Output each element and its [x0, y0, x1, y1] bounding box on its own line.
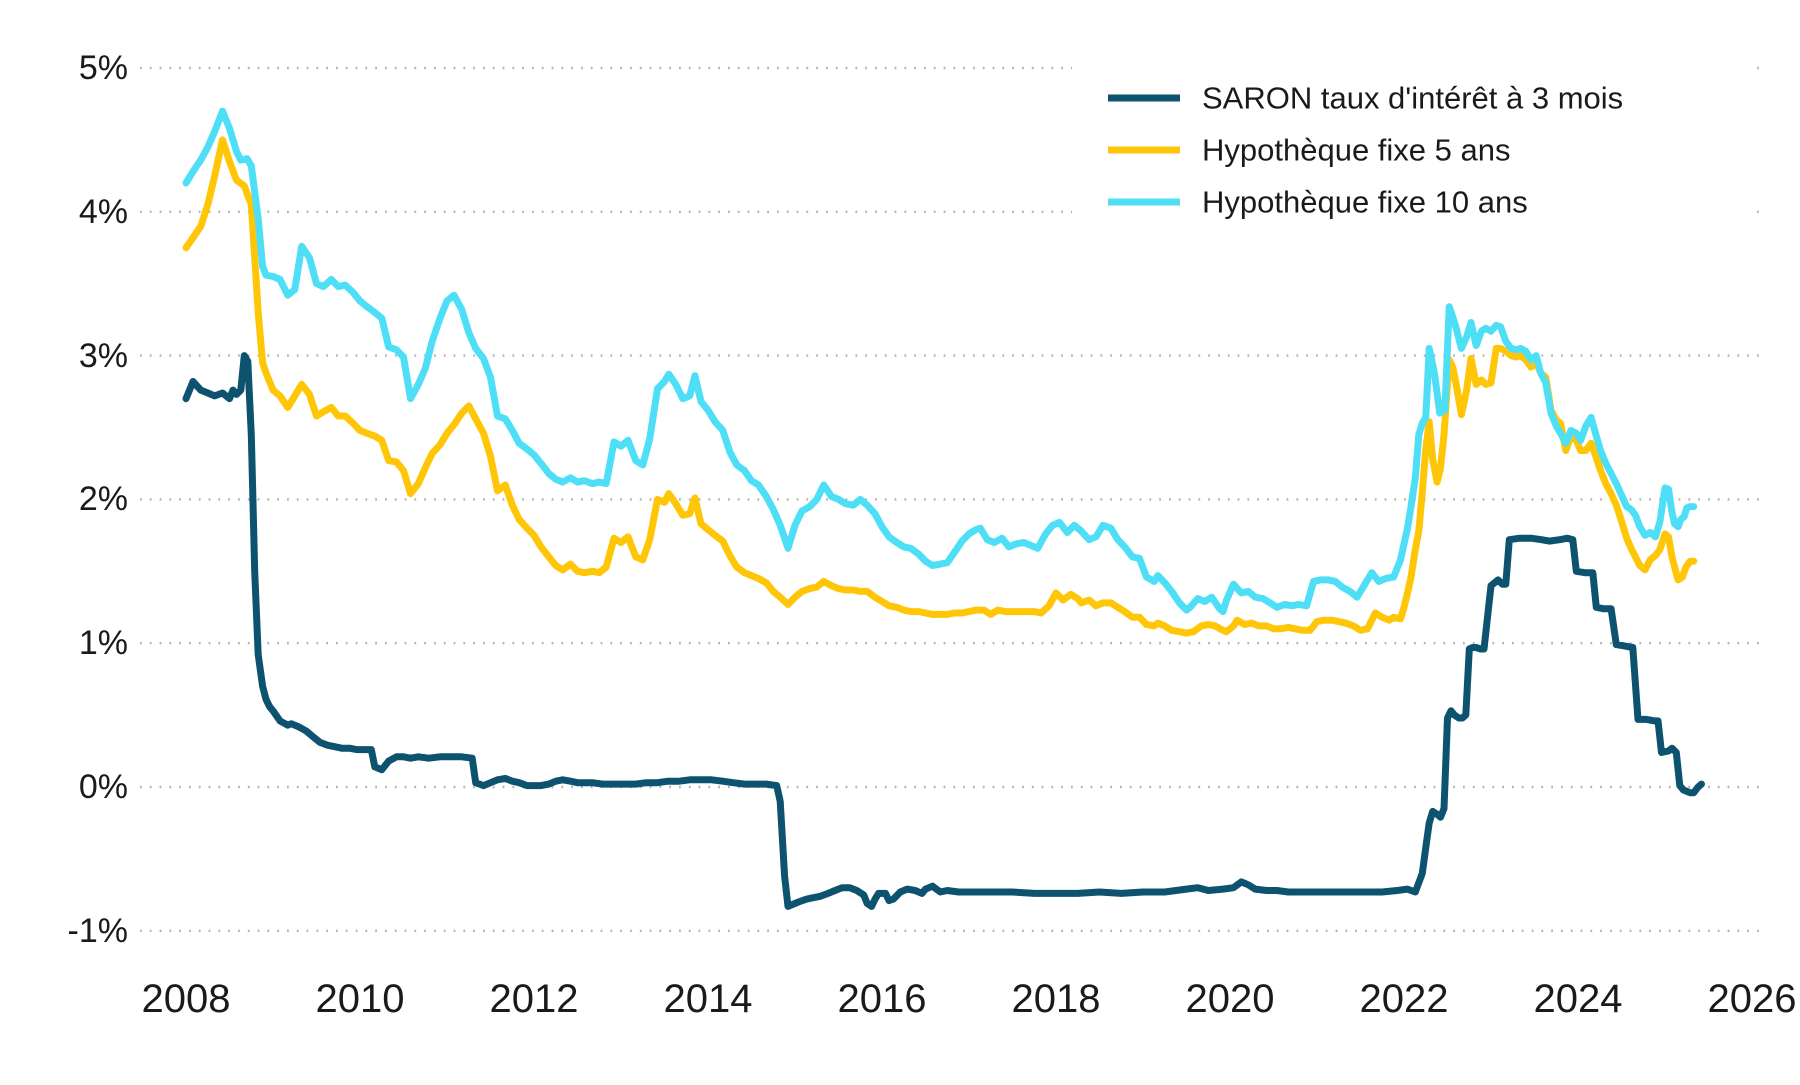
legend-item-fixe-10ans: Hypothèque fixe 10 ans — [1108, 185, 1528, 220]
y-tick-label: 0% — [79, 768, 128, 806]
x-axis-labels: 2008 2010 2012 2014 2016 2018 2020 2022 … — [142, 977, 1797, 1021]
legend-label-saron: SARON taux d'intérêt à 3 mois — [1202, 81, 1623, 116]
x-tick-label: 2008 — [142, 977, 231, 1021]
x-tick-label: 2010 — [316, 977, 405, 1021]
y-tick-label: 2% — [79, 480, 128, 518]
x-tick-label: 2012 — [490, 977, 579, 1021]
y-tick-label: 5% — [79, 49, 128, 87]
x-tick-label: 2016 — [838, 977, 927, 1021]
x-tick-label: 2020 — [1186, 977, 1275, 1021]
series-line-1 — [182, 136, 1698, 637]
series-lines — [182, 107, 1705, 910]
y-tick-label: -1% — [68, 912, 128, 950]
x-tick-label: 2026 — [1708, 977, 1797, 1021]
legend-item-saron: SARON taux d'intérêt à 3 mois — [1108, 81, 1623, 116]
y-tick-label: 1% — [79, 624, 128, 662]
y-axis-labels: 5% 4% 3% 2% 1% 0% -1% — [68, 49, 128, 950]
series-line-2 — [182, 107, 1698, 616]
legend-background — [1072, 42, 1754, 228]
x-tick-label: 2018 — [1012, 977, 1101, 1021]
legend-item-fixe-5ans: Hypothèque fixe 5 ans — [1108, 133, 1511, 168]
legend-label-fixe-10ans: Hypothèque fixe 10 ans — [1202, 185, 1528, 220]
series-line-0 — [182, 352, 1705, 910]
legend-label-fixe-5ans: Hypothèque fixe 5 ans — [1202, 133, 1511, 168]
y-tick-label: 4% — [79, 193, 128, 231]
legend: SARON taux d'intérêt à 3 mois Hypothèque… — [1072, 42, 1754, 228]
x-tick-label: 2022 — [1360, 977, 1449, 1021]
y-tick-label: 3% — [79, 337, 128, 375]
x-tick-label: 2014 — [664, 977, 753, 1021]
x-tick-label: 2024 — [1534, 977, 1623, 1021]
